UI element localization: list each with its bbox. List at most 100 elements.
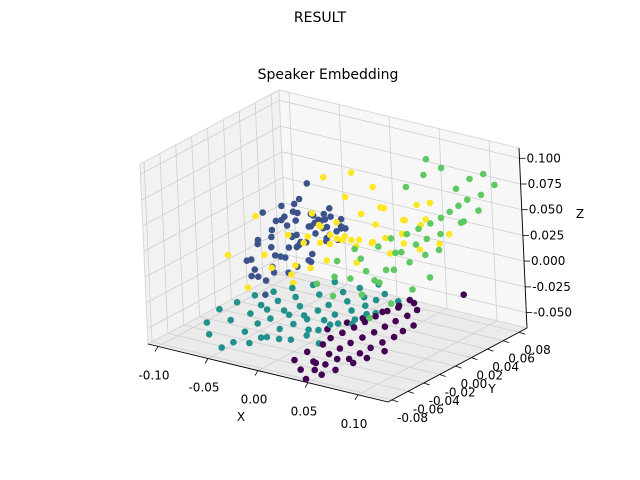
data-point-series-2 [284,231,292,239]
data-point-series-2 [307,264,314,272]
data-point-series-2 [380,204,388,212]
data-point-series-5 [384,307,391,315]
data-point-series-3 [296,302,304,310]
z-gridline-left [147,254,287,329]
data-point-series-4 [351,245,358,253]
data-point-series-4 [422,155,430,163]
data-point-series-1 [290,200,298,208]
y-gridline-left [159,153,169,334]
data-point-series-5 [327,334,334,342]
x-tick-mark [154,346,159,352]
data-point-series-4 [435,246,443,254]
data-point-series-4 [479,170,487,178]
data-point-series-1 [271,252,279,259]
data-point-series-2 [355,236,363,244]
data-point-series-2 [320,173,327,181]
z-gridline-back [281,151,522,211]
data-point-series-3 [316,291,323,298]
x-tick-label: -0.10 [138,368,169,382]
y-gridline-left [223,119,232,300]
y-gridline-floor [167,333,408,392]
y-tick-label: -0.02 [445,386,476,400]
data-point-series-1 [259,209,267,216]
data-point-series-3 [246,339,253,347]
data-point-series-2 [317,223,325,230]
data-point-series-3 [270,288,277,296]
data-point-series-5 [347,339,354,347]
data-point-series-2 [304,233,312,240]
y-gridline-left [207,128,216,309]
data-point-series-2 [426,199,434,207]
data-point-series-4 [362,267,370,275]
data-point-series-3 [348,307,355,314]
x-gridline-floor [357,320,498,396]
data-point-series-3 [233,299,241,306]
data-point-series-1 [262,277,270,284]
y-tick-mark [423,382,430,386]
data-point-series-2 [436,240,443,248]
data-point-series-4 [460,218,468,225]
data-point-series-5 [395,302,403,310]
data-point-series-1 [321,216,329,223]
data-point-series-4 [491,181,498,189]
data-point-series-2 [339,236,346,244]
x-axis-label: X [237,410,245,424]
z-gridline-left [146,228,286,304]
y-tick-label: -0.08 [397,411,428,425]
data-point-series-2 [261,251,268,259]
data-point-series-2 [400,240,408,247]
data-point-series-1 [327,213,334,220]
data-point-series-4 [376,279,383,286]
x-gridline-floor [207,284,348,359]
data-point-series-3 [205,331,213,338]
data-point-series-5 [345,355,353,363]
data-point-series-4 [415,225,422,233]
y-tick-mark [487,348,494,352]
data-point-series-4 [403,230,411,238]
data-point-series-2 [341,193,349,201]
data-point-series-1 [337,223,345,230]
data-point-series-1 [254,273,262,281]
data-point-series-4 [446,208,454,216]
y-tick-mark [518,331,526,335]
data-point-series-3 [251,292,259,299]
data-point-series-2 [268,264,276,272]
data-point-series-1 [283,222,291,229]
data-point-series-2 [400,216,407,224]
data-point-series-4 [437,230,444,238]
data-point-series-5 [460,291,468,299]
data-point-series-2 [422,216,430,223]
data-point-series-5 [379,339,386,346]
data-point-series-2 [416,246,424,253]
z-gridline-left [140,99,280,175]
data-point-series-2 [353,259,360,267]
z-axis-label: Z [576,207,584,221]
data-point-series-5 [381,323,389,331]
data-point-series-4 [387,235,395,242]
data-point-series-1 [309,250,316,258]
data-point-series-3 [351,316,359,323]
data-point-series-4 [423,235,431,243]
x-tick-mark [354,394,359,401]
data-point-series-2 [333,219,340,226]
data-point-series-3 [275,335,283,343]
data-point-series-1 [248,272,255,280]
y-axis-line [387,327,528,403]
data-point-series-5 [359,334,366,341]
y-axis-ticks: -0.08-0.06-0.04-0.020.000.020.040.060.08 [391,331,551,425]
data-point-series-3 [216,305,223,313]
z-tick-label: -0.025 [532,280,571,294]
data-point-series-2 [288,271,295,278]
data-point-series-3 [292,293,299,301]
data-point-series-4 [426,274,434,281]
data-point-series-2 [300,239,307,247]
data-point-series-3 [362,302,369,310]
data-point-series-3 [305,326,312,334]
data-point-series-1 [303,180,311,187]
data-point-series-5 [325,350,333,358]
figure-suptitle: RESULT [294,10,347,26]
y-tick-mark [391,399,399,403]
z-tick-label: 0.000 [531,254,565,268]
data-point-series-1 [254,240,261,248]
data-point-series-4 [409,286,416,293]
